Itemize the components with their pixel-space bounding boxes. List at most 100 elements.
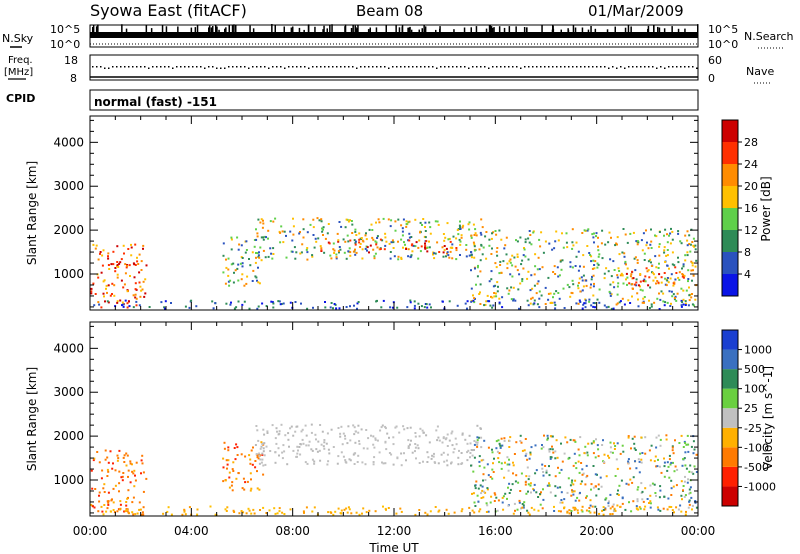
nsky-spike bbox=[194, 27, 197, 32]
range-gate-cell bbox=[306, 258, 309, 261]
nave-dot bbox=[476, 66, 478, 68]
nsky-spike bbox=[165, 26, 168, 32]
range-gate-cell bbox=[506, 497, 508, 500]
range-gate-cell bbox=[598, 301, 601, 304]
range-gate-cell bbox=[659, 509, 662, 512]
nsearch-bottom-label: 10^0 bbox=[708, 38, 738, 51]
range-gate-cell bbox=[349, 305, 351, 308]
colorbar-segment bbox=[722, 486, 738, 506]
range-gate-cell bbox=[242, 511, 245, 514]
range-gate-cell bbox=[134, 264, 137, 266]
range-gate-cell bbox=[461, 432, 464, 435]
range-gate-cell bbox=[252, 508, 255, 511]
range-gate-cell bbox=[447, 238, 450, 241]
range-gate-cell bbox=[441, 246, 444, 249]
range-gate-cell bbox=[346, 511, 349, 514]
range-gate-cell bbox=[600, 485, 603, 488]
range-gate-cell bbox=[687, 443, 690, 446]
range-gate-cell bbox=[132, 496, 135, 499]
range-gate-cell bbox=[276, 512, 279, 515]
range-gate-cell bbox=[116, 273, 119, 276]
range-gate-cell bbox=[617, 282, 620, 285]
range-gate-cell bbox=[411, 451, 414, 454]
nave-dot bbox=[692, 66, 694, 68]
nave-dot bbox=[160, 66, 162, 68]
range-gate-cell bbox=[343, 508, 346, 511]
range-gate-cell bbox=[498, 297, 501, 300]
range-gate-cell bbox=[475, 441, 478, 444]
range-gate-cell bbox=[418, 435, 421, 438]
range-gate-cell bbox=[692, 472, 695, 475]
range-gate-cell bbox=[590, 304, 593, 307]
range-gate-cell bbox=[211, 300, 214, 303]
range-gate-cell bbox=[457, 463, 460, 466]
range-gate-cell bbox=[664, 301, 667, 304]
range-gate-cell bbox=[405, 223, 408, 226]
range-gate-cell bbox=[658, 465, 661, 468]
range-gate-cell bbox=[484, 491, 487, 494]
range-gate-cell bbox=[295, 455, 298, 458]
range-gate-cell bbox=[353, 426, 356, 429]
range-gate-cell bbox=[686, 230, 689, 233]
range-gate-cell bbox=[392, 436, 395, 439]
range-gate-cell bbox=[134, 513, 137, 516]
range-gate-cell bbox=[491, 448, 493, 451]
range-gate-cell bbox=[695, 471, 698, 473]
range-gate-cell bbox=[142, 280, 145, 283]
nave-dot bbox=[424, 66, 426, 68]
range-gate-cell bbox=[470, 234, 473, 237]
range-gate-cell bbox=[140, 289, 143, 292]
range-gate-cell bbox=[476, 439, 479, 442]
range-gate-cell bbox=[611, 513, 614, 515]
range-gate-cell bbox=[170, 513, 173, 516]
range-gate-cell bbox=[476, 436, 479, 439]
range-gate-cell bbox=[655, 494, 657, 497]
nave-dot bbox=[680, 66, 682, 68]
range-gate-cell bbox=[248, 258, 250, 260]
range-gate-cell bbox=[256, 235, 259, 238]
range-gate-cell bbox=[650, 228, 652, 231]
range-gate-cell bbox=[119, 500, 122, 503]
range-gate-cell bbox=[268, 509, 271, 512]
range-gate-cell bbox=[573, 452, 576, 455]
range-gate-cell bbox=[680, 480, 683, 483]
range-gate-cell bbox=[648, 307, 651, 309]
range-gate-cell bbox=[373, 446, 376, 449]
range-gate-cell bbox=[426, 306, 429, 309]
range-gate-cell bbox=[653, 483, 656, 486]
range-gate-cell bbox=[510, 298, 513, 301]
range-gate-cell bbox=[134, 479, 137, 482]
range-gate-cell bbox=[684, 451, 687, 454]
range-gate-cell bbox=[306, 251, 309, 254]
nave-dot bbox=[256, 66, 258, 68]
range-gate-cell bbox=[556, 266, 559, 269]
nave-dot bbox=[496, 66, 498, 68]
range-gate-cell bbox=[569, 484, 572, 487]
range-gate-cell bbox=[692, 274, 695, 277]
range-gate-cell bbox=[474, 228, 477, 231]
range-gate-cell bbox=[451, 257, 454, 260]
range-gate-cell bbox=[434, 220, 437, 223]
range-gate-cell bbox=[442, 233, 445, 235]
range-gate-cell bbox=[616, 302, 619, 305]
range-gate-cell bbox=[124, 510, 127, 513]
range-gate-cell bbox=[586, 474, 589, 477]
range-gate-cell bbox=[388, 436, 390, 439]
range-gate-cell bbox=[480, 446, 483, 449]
range-gate-cell bbox=[566, 491, 569, 494]
range-gate-cell bbox=[538, 238, 541, 241]
range-gate-cell bbox=[478, 465, 481, 468]
range-gate-cell bbox=[296, 445, 299, 448]
range-gate-cell bbox=[650, 265, 653, 267]
range-gate-cell bbox=[288, 445, 290, 448]
range-gate-cell bbox=[446, 433, 449, 436]
range-gate-cell bbox=[305, 444, 308, 447]
range-gate-cell bbox=[236, 446, 239, 449]
nave-dot bbox=[580, 66, 582, 68]
range-gate-cell bbox=[143, 295, 146, 298]
nave-dot bbox=[368, 66, 370, 68]
range-gate-cell bbox=[549, 491, 552, 494]
range-gate-cell bbox=[634, 269, 637, 272]
range-gate-cell bbox=[589, 511, 592, 514]
range-gate-cell bbox=[524, 255, 527, 258]
